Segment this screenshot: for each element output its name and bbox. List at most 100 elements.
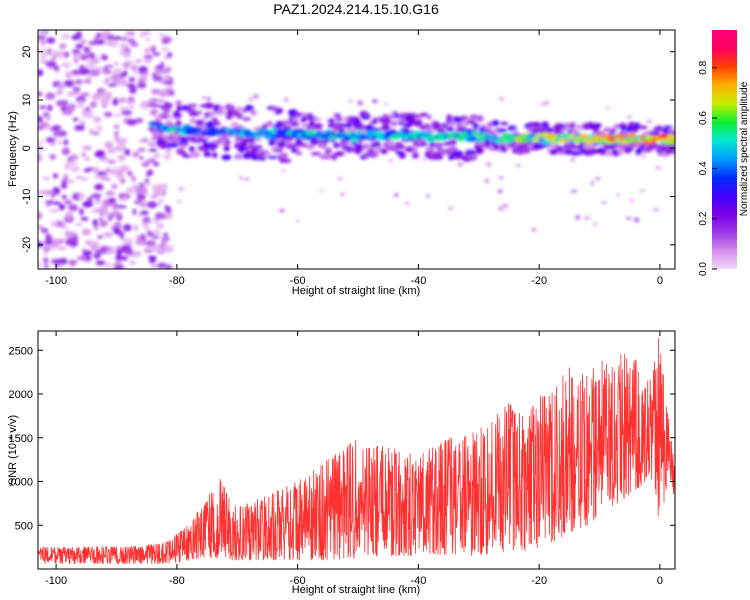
spectrogram-cell	[669, 137, 675, 143]
spectrogram-cell	[143, 57, 152, 64]
spectrogram-cell	[87, 60, 95, 68]
spectrogram-cell	[355, 130, 364, 136]
colorbar-tick-label: 0.2	[698, 211, 709, 225]
spectrogram-cell	[97, 235, 104, 239]
spectrogram-cell	[426, 194, 430, 198]
spectrogram-cell	[123, 50, 131, 59]
spectrogram-cell	[340, 192, 346, 196]
spectrogram-cell	[89, 128, 94, 134]
spectrogram-cell	[105, 190, 115, 197]
spectrogram-cell	[56, 99, 67, 107]
spectrogram-cell	[327, 118, 336, 123]
spectrogram-cell	[492, 119, 500, 127]
spectrogram-cell	[80, 216, 89, 221]
spectrogram-cell	[61, 194, 67, 200]
spectrogram-cell	[119, 43, 129, 50]
spectrogram-cell	[99, 174, 108, 181]
spectrogram-cell	[103, 80, 109, 84]
spectrogram-cell	[105, 210, 111, 219]
x-tick-label: -40	[410, 575, 426, 587]
spectrogram-cell	[267, 155, 278, 159]
y-tick-label: 1000	[9, 477, 33, 489]
spectrogram-cell	[38, 116, 44, 124]
spectrogram-cell	[113, 124, 120, 129]
spectrogram-cell	[79, 64, 84, 71]
spectrogram-cell	[138, 33, 146, 38]
spectrogram-cell	[40, 139, 45, 143]
spectrogram-cell	[597, 147, 605, 152]
spectrogram-cell	[89, 66, 100, 71]
spectrogram-cell	[205, 121, 215, 129]
spectrogram-cell	[39, 121, 50, 129]
spectrogram-cell	[63, 199, 73, 205]
spectrogram-cell	[296, 151, 303, 156]
spectrogram-cell	[139, 210, 149, 216]
spectrogram-cell	[669, 143, 675, 149]
x-tick-label: -20	[531, 575, 547, 587]
spectrogram-cell	[98, 217, 103, 221]
spectrogram-cell	[496, 128, 508, 133]
spectrogram-cell	[350, 141, 358, 145]
spectrogram-cell	[362, 143, 371, 150]
spectrogram-cell	[349, 99, 353, 104]
spectrogram-cell	[213, 120, 221, 126]
spectrogram-cell	[283, 97, 289, 103]
spectrogram-cell	[502, 203, 509, 208]
spectrogram-cell	[121, 36, 128, 42]
spectrogram-cell	[575, 215, 581, 220]
colorbar-tick-label: 0.4	[698, 161, 709, 175]
spectrogram-cell	[43, 189, 55, 196]
spectrogram-cell	[501, 133, 511, 139]
spectrogram-cell	[93, 166, 100, 175]
spectrogram-cell	[162, 191, 167, 196]
snr-panel: -100 -80 -60 -40 -20 0 500 1000 1500 2000 2500 He…	[7, 330, 676, 596]
spectrogram-cell	[202, 96, 206, 100]
spectrogram-cell	[485, 161, 492, 167]
spectrogram-cell	[216, 109, 227, 114]
spectrogram-cell	[94, 150, 106, 158]
spectrogram-cell	[50, 50, 61, 55]
spectrogram-cell	[151, 88, 161, 95]
spectrogram-cell	[634, 122, 640, 128]
spectrogram-cell	[144, 160, 151, 165]
spectrogram-cell	[544, 100, 549, 105]
spectrogram-cell	[69, 241, 78, 247]
spectrogram-cell	[244, 105, 254, 111]
spectrogram-cell	[128, 76, 136, 83]
spectrogram-cell	[85, 107, 90, 112]
snr-x-ticks: -100 -80 -60 -40 -20 0	[45, 331, 663, 587]
spectrogram-cell	[213, 104, 222, 111]
spectrogram-cell	[50, 220, 57, 227]
spectrogram-cell	[177, 186, 185, 191]
spectrogram-cell	[515, 164, 521, 167]
spectrogram-cell	[268, 141, 275, 147]
spectrogram-cell	[72, 87, 81, 91]
spectrogram-cell	[93, 116, 102, 123]
y-tick-label: -10	[21, 189, 33, 205]
spectrogram-cell	[144, 222, 150, 229]
spectrogram-cell	[106, 177, 111, 182]
spectrogram-cell	[125, 83, 136, 88]
spectrogram-cell	[92, 240, 100, 249]
spectrogram-cell	[465, 149, 476, 155]
spectrogram-cell	[144, 178, 150, 183]
spectrogram-cell	[310, 151, 322, 156]
spectrogram-cell	[466, 119, 476, 125]
spectrogram-cell	[182, 154, 193, 158]
spectrogram-cell	[548, 148, 559, 155]
spectrogram-cell	[92, 219, 98, 227]
spectrogram-cell	[63, 79, 75, 88]
spectrogram-cell	[169, 142, 179, 148]
spectrogram-frame	[37, 29, 676, 270]
spectrogram-cell	[81, 152, 87, 158]
spectrogram-cell	[108, 197, 117, 203]
x-tick-label: -80	[169, 275, 185, 287]
spectrogram-cell	[85, 114, 95, 119]
spectrogram-cell	[477, 148, 485, 153]
spectrogram-cell	[52, 65, 60, 71]
spectrogram-cell	[446, 114, 453, 121]
spectrogram-y-label: Frequency (Hz)	[7, 111, 19, 187]
spectrogram-cell	[98, 32, 110, 37]
spectrogram-cell	[324, 147, 332, 151]
spectrogram-cell	[128, 85, 137, 94]
